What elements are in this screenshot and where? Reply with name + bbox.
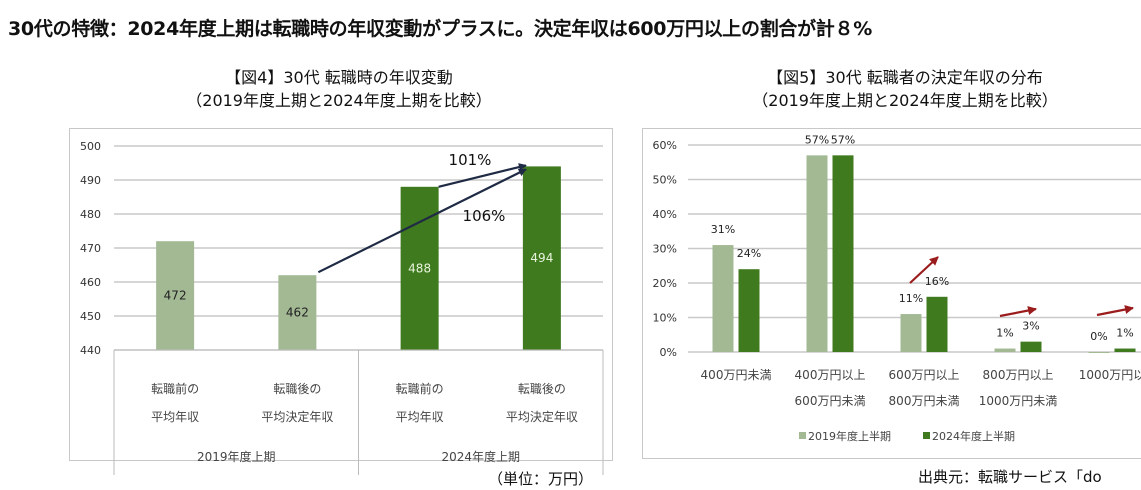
chart5-bar <box>900 314 922 352</box>
chart4-category-label: 平均年収 <box>151 410 199 424</box>
chart4-group-label: 2024年度上期 <box>441 449 520 464</box>
chart5-source: 出典元：転職サービス「do <box>918 468 1102 486</box>
chart5-bar <box>806 155 828 352</box>
chart5-increase-arrow <box>1096 305 1134 317</box>
chart4-title-block: 【図4】30代 転職時の年収変動 （2019年度上期と2024年度上期を比較） <box>139 66 539 112</box>
chart5-category-label: 1000万円以 <box>1079 368 1141 382</box>
chart4-category-label: 転職前の <box>396 381 444 396</box>
chart5-data-label: 24% <box>737 247 761 260</box>
chart5-increase-arrow <box>909 256 939 284</box>
chart4-category-label: 平均年収 <box>396 410 444 424</box>
chart5-bar <box>926 296 948 352</box>
chart5-ytick-label: 20% <box>653 277 677 290</box>
chart4-annotation-label: 101% <box>449 151 492 169</box>
chart5-legend-label: 2024年度上半期 <box>932 429 1015 443</box>
chart4-arrow-106 <box>317 168 527 274</box>
chart5-subtitle: （2019年度上期と2024年度上期を比較） <box>752 91 1058 110</box>
chart4-data-label: 494 <box>530 251 553 265</box>
chart5-bar <box>1088 352 1110 353</box>
chart4-arrow-101 <box>438 163 527 188</box>
chart5-title-block: 【図5】30代 転職者の決定年収の分布 （2019年度上期と2024年度上期を比… <box>705 66 1105 112</box>
chart4-data-label: 462 <box>286 306 309 320</box>
chart4-data-label: 488 <box>408 261 431 275</box>
chart5-data-label: 16% <box>925 275 949 288</box>
chart4-title: 【図4】30代 転職時の年収変動 <box>225 68 453 87</box>
chart5-data-label: 31% <box>711 223 735 236</box>
chart5-data-label: 1% <box>996 327 1013 340</box>
chart5-category-label: 800万円以上 <box>983 368 1054 382</box>
chart5-data-label: 1% <box>1116 327 1133 340</box>
chart5-data-label: 11% <box>899 292 923 305</box>
chart4-category-label: 平均決定年収 <box>506 409 578 424</box>
chart4-data-label: 472 <box>164 289 187 303</box>
chart4-bar <box>400 186 439 350</box>
page-title: 30代の特徴：2024年度上期は転職時の年収変動がプラスに。決定年収は600万円… <box>8 18 872 40</box>
chart5-legend-swatch <box>799 432 806 439</box>
chart4-group-label: 2019年度上期 <box>197 449 276 464</box>
chart4-unit-note: （単位：万円） <box>488 470 594 488</box>
chart5-category-label: 1000万円未満 <box>979 394 1058 408</box>
chart5-bar <box>832 155 854 352</box>
chart4-ytick-label: 470 <box>80 242 101 255</box>
chart5-ytick-label: 0% <box>660 346 677 359</box>
chart4-category-label: 転職後の <box>273 382 321 396</box>
chart4-ytick-label: 480 <box>80 208 101 221</box>
chart5-bar <box>994 348 1016 352</box>
chart5-data-label: 57% <box>805 133 829 146</box>
chart5-legend-label: 2019年度上半期 <box>808 429 891 443</box>
chart5-ytick-label: 60% <box>653 139 677 152</box>
chart5-ytick-label: 50% <box>653 174 677 187</box>
chart5-ytick-label: 10% <box>653 312 677 325</box>
chart5-title: 【図5】30代 転職者の決定年収の分布 <box>767 68 1043 87</box>
chart5-category-label: 800万円未満 <box>889 394 960 408</box>
chart5-ytick-label: 40% <box>653 208 677 221</box>
chart5-legend-swatch <box>923 432 930 439</box>
chart5-category-label: 400万円以上 <box>795 368 866 382</box>
chart5-category-label: 600万円未満 <box>795 394 866 408</box>
chart5-ytick-label: 30% <box>653 243 677 256</box>
chart4-ytick-label: 500 <box>80 140 101 153</box>
chart5-bar <box>738 269 760 352</box>
chart5-data-label: 3% <box>1022 320 1039 333</box>
chart4-ytick-label: 440 <box>80 344 101 357</box>
chart5-bar <box>712 245 734 352</box>
chart4-annotation-label: 106% <box>463 207 506 225</box>
chart5-bar <box>1114 348 1136 352</box>
chart4-bar <box>156 241 195 350</box>
chart4-category-label: 平均決定年収 <box>261 409 333 424</box>
chart5-category-label: 400万円未満 <box>701 368 772 382</box>
chart4-bar <box>522 166 561 350</box>
chart4-ytick-label: 460 <box>80 276 101 289</box>
chart4-bar <box>278 275 317 350</box>
chart5-data-label: 0% <box>1090 330 1107 343</box>
chart5-increase-arrow <box>999 306 1037 318</box>
chart4-subtitle: （2019年度上期と2024年度上期を比較） <box>186 91 492 110</box>
chart5-bar <box>1020 341 1042 352</box>
chart5-data-label: 57% <box>831 133 855 146</box>
chart5-category-label: 600万円以上 <box>889 368 960 382</box>
chart4-ytick-label: 490 <box>80 174 101 187</box>
chart4-category-label: 転職前の <box>151 381 199 396</box>
chart4-ytick-label: 450 <box>80 310 101 323</box>
chart4-category-label: 転職後の <box>518 382 566 396</box>
